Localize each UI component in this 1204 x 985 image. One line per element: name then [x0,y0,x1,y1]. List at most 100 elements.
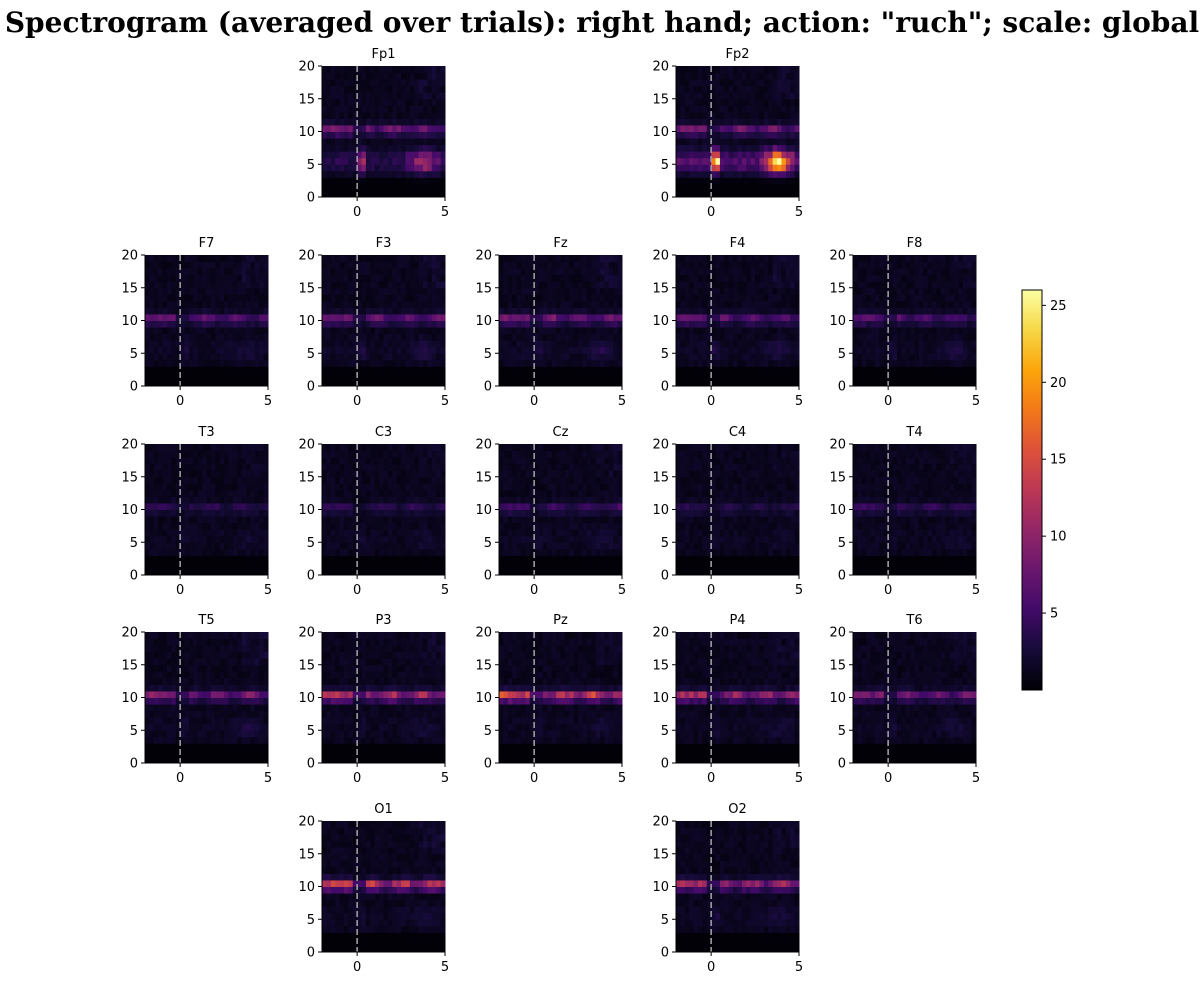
spectrogram-cell [755,72,760,80]
spectrogram-cell [188,535,194,543]
spectrogram-cell [361,79,367,87]
spectrogram-cells [499,255,623,387]
spectrogram-cell [357,509,363,517]
spectrogram-cell [405,72,411,80]
spectrogram-cell [551,281,557,289]
spectrogram-cell [529,333,535,341]
spectrogram-cell [246,281,251,289]
spectrogram-cell [409,307,415,315]
spectrogram-cell [339,372,345,380]
spectrogram-cell [733,359,738,367]
spectrogram-cell [556,320,561,328]
spectrogram-cell [777,183,782,191]
spectrogram-cell [335,470,341,478]
spectrogram-cell [162,496,168,504]
spectrogram-cell [401,313,406,321]
spectrogram-cell [246,542,251,550]
spectrogram-cell [715,170,721,178]
spectrogram-cell [684,359,690,367]
spectrogram-cell [162,522,168,530]
spectrogram-cell [184,372,190,380]
spectrogram-cell [383,509,389,517]
spectrogram-cell [197,522,203,530]
spectrogram-cell [184,287,190,295]
spectrogram-cell [254,346,260,354]
spectrogram-cell [427,124,433,132]
spectrogram-cell [405,366,411,374]
spectrogram-cell [335,111,341,119]
spectrogram-cell [564,300,570,308]
spectrogram-cell [166,548,172,556]
spectrogram-cell [874,333,880,341]
spectrogram-cell [171,502,177,510]
spectrogram-cell [365,274,371,282]
spectrogram-cell [719,268,725,276]
spectrogram-cell [604,287,610,295]
spectrogram-cell [219,346,225,354]
spectrogram-cell [958,346,964,354]
spectrogram-cell [180,444,186,452]
spectrogram-cell [184,359,190,367]
spectrogram-cell [763,190,769,198]
spectrogram-cell [542,294,548,302]
x-tick-label: 5 [795,205,803,220]
spectrogram-cell [529,359,535,367]
spectrogram-cell [153,555,159,563]
spectrogram-cell [263,268,269,276]
spectrogram-cell [206,489,212,497]
spectrogram-cell [365,72,371,80]
spectrogram-cell [202,261,207,269]
spectrogram-cell [361,372,367,380]
spectrogram-cell [153,522,159,530]
spectrogram-cell [361,131,367,139]
spectrogram-cell [910,268,915,276]
spectrogram-cell [175,483,181,491]
spectrogram-cell [149,294,155,302]
spectrogram-cell [866,366,872,374]
spectrogram-cell [733,183,738,191]
spectrogram-cell [874,255,880,263]
spectrogram-cell [693,372,699,380]
spectrogram-cell [534,268,540,276]
spectrogram-cell [414,72,420,80]
spectrogram-cell [697,144,703,152]
spectrogram-cell [237,470,243,478]
spectrogram-cell [387,72,393,80]
spectrogram-cell [763,98,769,106]
spectrogram-cell [365,450,371,458]
spectrogram-cell [357,157,363,165]
spectrogram-cell [586,287,592,295]
spectrogram-cell [676,346,681,354]
spectrogram-cell [520,307,526,315]
spectrogram-cell [746,320,752,328]
spectrogram-cell [418,124,424,132]
spectrogram-cell [750,190,756,198]
spectrogram-cell [794,346,800,354]
spectrogram-cell [392,340,398,348]
spectrogram-cell [427,131,433,139]
spectrogram-cell [706,144,712,152]
spectrogram-cell [719,287,725,295]
spectrogram-cell [746,183,752,191]
spectrogram-cell [188,509,194,517]
spectrogram-cell [149,522,155,530]
spectrogram-cell [357,177,363,185]
spectrogram-cell [945,307,951,315]
spectrogram-cell [733,333,738,341]
spectrogram-cell [870,281,876,289]
spectrogram-cell [237,255,243,263]
spectrogram-cell [781,170,787,178]
spectrogram-cell [241,379,247,387]
spectrogram-cell [259,268,265,276]
spectrogram-cell [180,522,186,530]
spectrogram-cell [737,151,743,159]
spectrogram-cell [392,151,398,159]
spectrogram-cell [228,548,234,556]
spectrogram-cell [401,372,406,380]
spectrogram-cell [582,313,588,321]
spectrogram-cell [188,307,194,315]
spectrogram-cell [348,509,354,517]
spectrogram-cell [440,261,446,269]
spectrogram-cell [175,274,181,282]
spectrogram-cell [326,529,332,537]
